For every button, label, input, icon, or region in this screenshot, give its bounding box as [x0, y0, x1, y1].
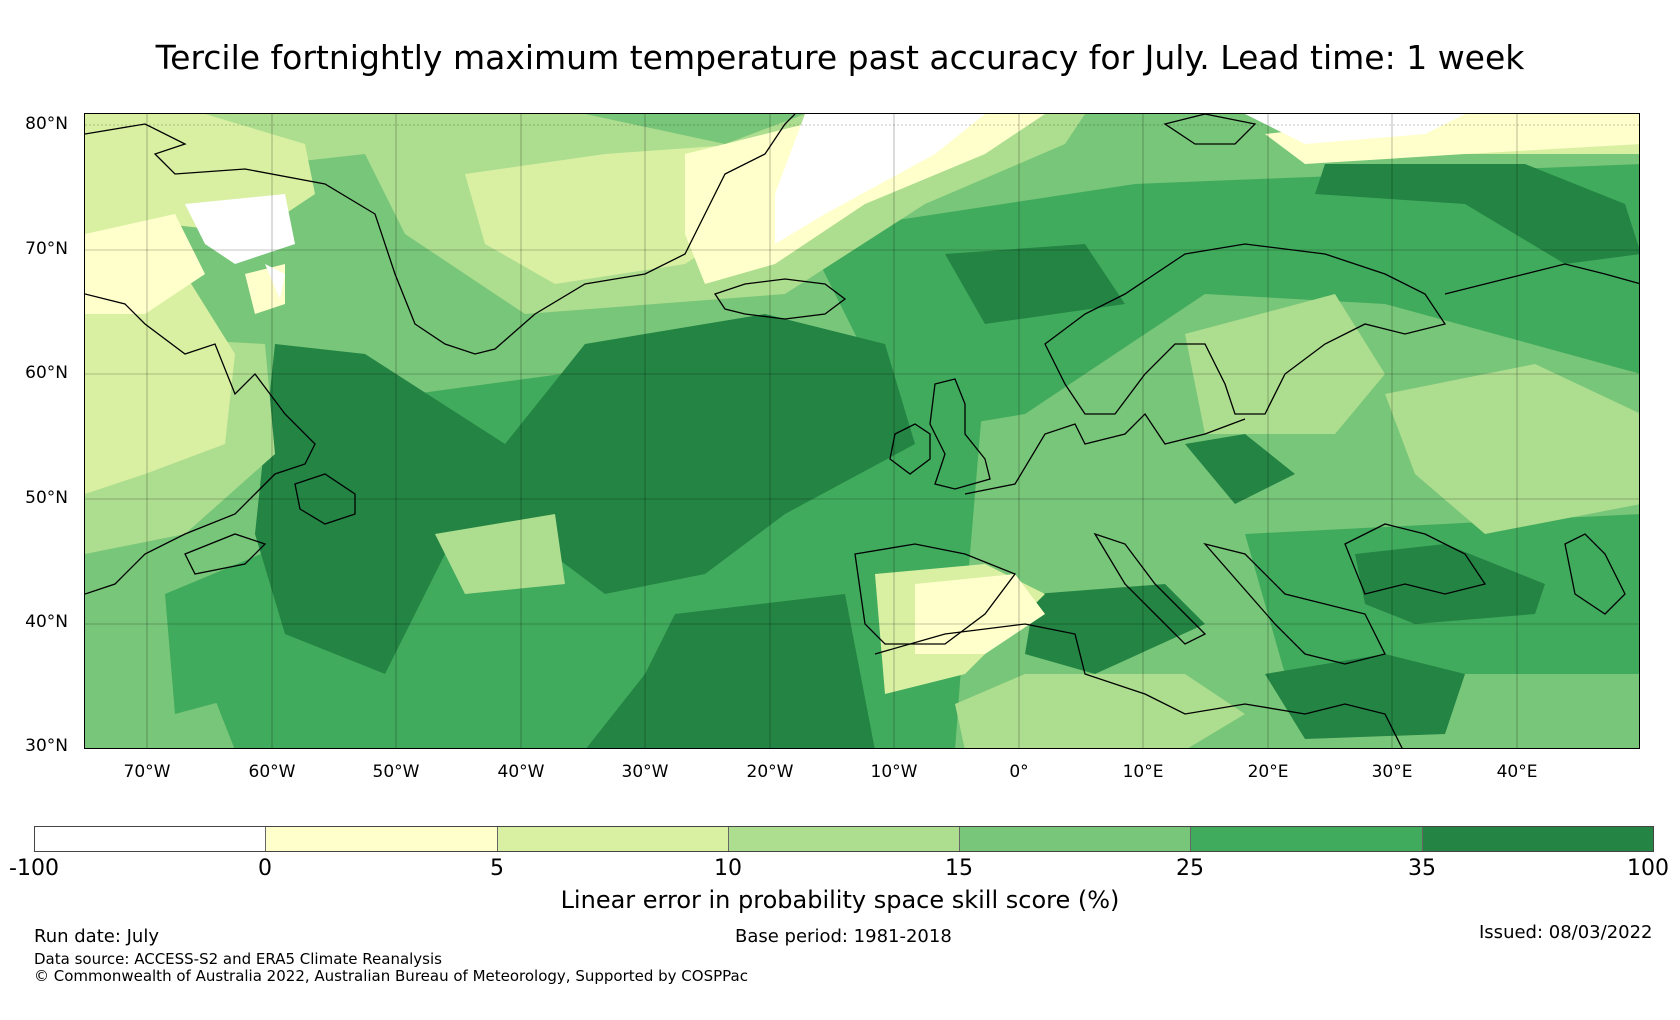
coast-ireland — [889, 423, 931, 475]
colorbar-tick-10: 10 — [714, 856, 742, 881]
coastlines — [85, 114, 1639, 748]
lat-label-40n: 40°N — [25, 612, 68, 632]
copyright: © Commonwealth of Australia 2022, Austra… — [34, 967, 748, 985]
coast-labrador — [85, 293, 316, 595]
coast-caspian — [1564, 533, 1626, 615]
colorbar-segment-5-10 — [496, 827, 728, 851]
lon-label-0: 0° — [1009, 762, 1029, 782]
lon-label-50w: 50°W — [372, 762, 420, 782]
lat-label-70n: 70°N — [25, 239, 68, 259]
coast-nova-scotia — [184, 533, 267, 575]
issued-date: Issued: 08/03/2022 — [1479, 922, 1653, 943]
lon-label-10w: 10°W — [870, 762, 918, 782]
coast-black-sea — [1344, 523, 1487, 595]
coast-newfoundland — [294, 473, 356, 525]
skill-layer-35-100 — [255, 164, 1639, 748]
coast-greenland — [85, 114, 796, 355]
base-period: Base period: 1981-2018 — [735, 926, 952, 947]
colorbar-segment-0-5 — [265, 827, 497, 851]
colorbar-tick-5: 5 — [490, 856, 504, 881]
lat-label-30n: 30°N — [25, 736, 68, 756]
coast-britain — [929, 378, 991, 490]
colorbar-label: Linear error in probability space skill … — [560, 886, 1120, 914]
skill-map-canvas — [85, 114, 1639, 748]
coast-italy — [1093, 532, 1207, 645]
coast-russia-north — [1444, 263, 1639, 295]
lon-label-40e: 40°E — [1496, 762, 1538, 782]
skill-layer-negative — [185, 114, 1465, 299]
lon-label-20w: 20°W — [746, 762, 794, 782]
colorbar-segment-35-100 — [1421, 827, 1653, 851]
colorbar-segment-25-35 — [1190, 827, 1422, 851]
run-date: Run date: July — [34, 926, 159, 947]
map-title: Tercile fortnightly maximum temperature … — [155, 38, 1525, 77]
lon-label-70w: 70°W — [123, 762, 171, 782]
colorbar-segment-10-15 — [727, 827, 960, 851]
coast-europe-west — [964, 412, 1246, 495]
colorbar-tick-35: 35 — [1408, 856, 1436, 881]
lat-label-60n: 60°N — [25, 363, 68, 383]
lon-label-60w: 60°W — [248, 762, 296, 782]
coast-north-africa — [874, 623, 1403, 748]
colorbar-segment-15-25 — [959, 827, 1191, 851]
lat-label-80n: 80°N — [25, 114, 68, 134]
colorbar-segment-negative — [35, 827, 266, 851]
coast-iberia — [854, 543, 1017, 645]
lon-label-30w: 30°W — [621, 762, 669, 782]
coast-balkans-turkey — [1203, 542, 1386, 665]
colorbar-tick-15: 15 — [945, 856, 973, 881]
lon-label-40w: 40°W — [497, 762, 545, 782]
graticule — [85, 114, 1639, 748]
colorbar — [34, 826, 1654, 852]
coast-scandinavia — [1044, 243, 1447, 415]
lat-label-50n: 50°N — [25, 488, 68, 508]
lon-label-10e: 10°E — [1122, 762, 1164, 782]
lon-label-20e: 20°E — [1247, 762, 1289, 782]
colorbar-tick-25: 25 — [1176, 856, 1204, 881]
colorbar-tick-minus100: -100 — [9, 856, 59, 881]
colorbar-tick-0: 0 — [258, 856, 272, 881]
coast-svalbard — [1163, 114, 1257, 145]
coast-iceland — [713, 278, 847, 320]
colorbar-tick-100: 100 — [1627, 856, 1669, 881]
lon-label-30e: 30°E — [1371, 762, 1413, 782]
skill-map — [84, 113, 1640, 749]
data-source: Data source: ACCESS-S2 and ERA5 Climate … — [34, 950, 442, 968]
